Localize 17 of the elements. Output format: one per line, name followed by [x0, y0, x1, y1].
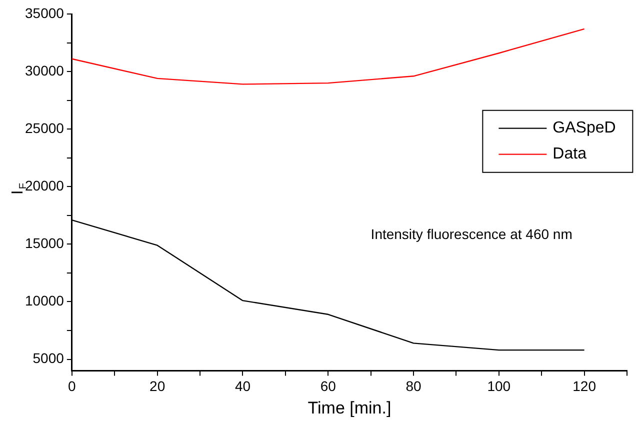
- y-tick-label: 35000: [24, 4, 64, 21]
- x-tick-label: 40: [234, 378, 251, 394]
- annotation: Intensity fluorescence at 460 nm: [370, 226, 572, 242]
- y-tick-label: 30000: [24, 62, 64, 78]
- x-axis-title: Time [min.]: [308, 398, 392, 418]
- x-tick-label: 20: [150, 378, 166, 394]
- x-tick-label: 80: [406, 378, 422, 394]
- x-tick-label: 60: [320, 378, 336, 394]
- x-tick-label: 100: [487, 378, 511, 394]
- y-tick-label: 5000: [32, 350, 64, 366]
- y-tick-label: 10000: [24, 292, 64, 309]
- y-tick-label: 15000: [24, 235, 64, 252]
- y-tick-label: 25000: [24, 120, 64, 136]
- legend-label: Data: [552, 146, 587, 163]
- x-tick-label: 120: [572, 378, 596, 394]
- legend-label: GASpeD: [552, 120, 616, 137]
- x-tick-label: 0: [68, 378, 76, 394]
